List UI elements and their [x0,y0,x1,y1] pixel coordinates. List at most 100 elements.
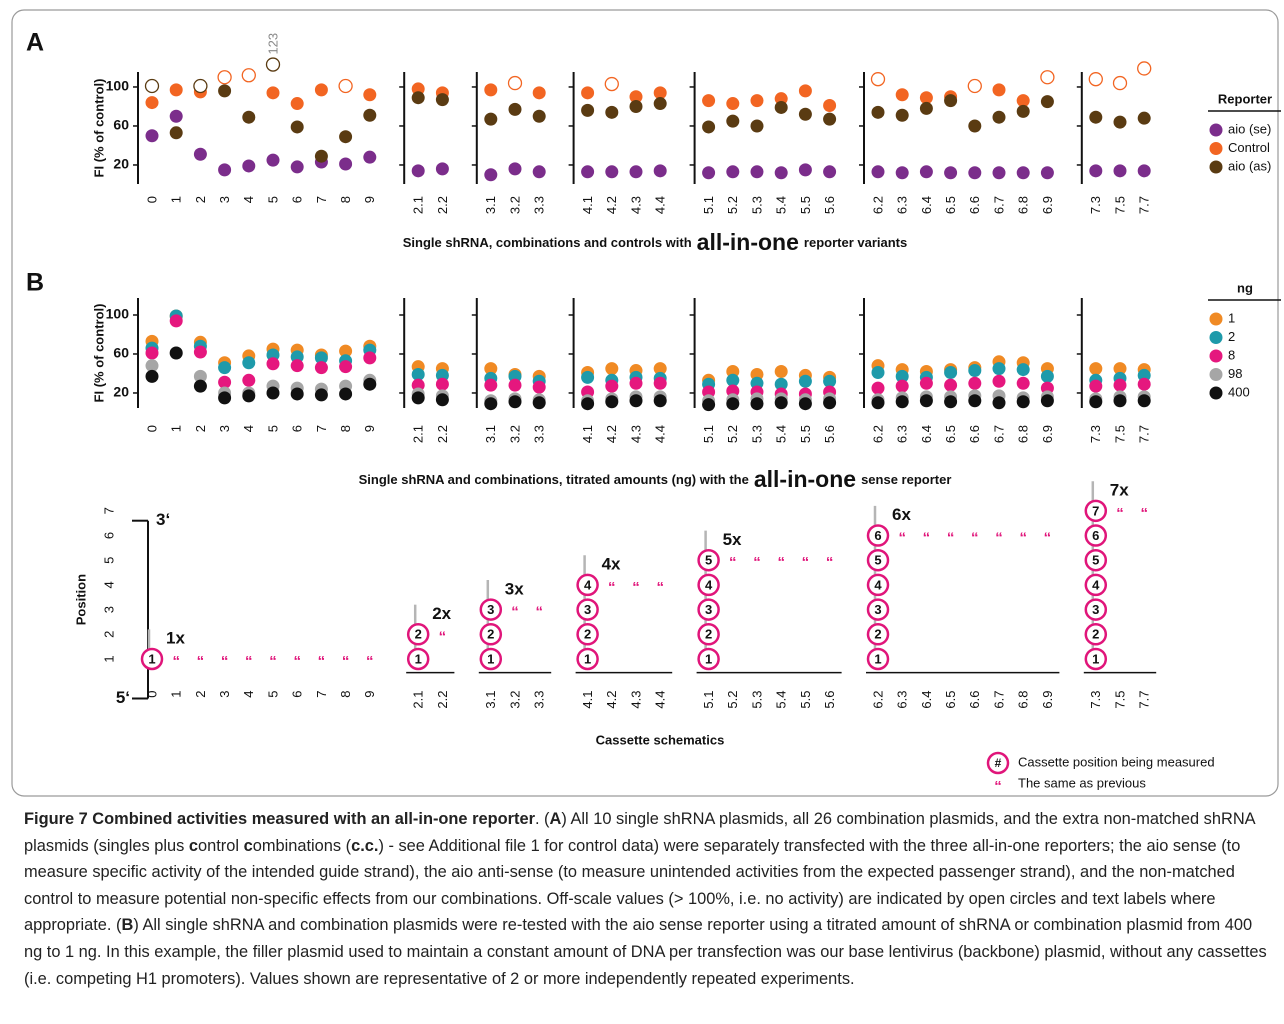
data-point [605,379,619,393]
cassette-circle [697,623,720,646]
x-tick-label: 3.2 [507,691,522,709]
x-tick-label: 0 [144,196,159,203]
x-tick-label: 2.1 [411,691,426,709]
group-label: 6x [892,505,911,524]
x-tick-label: 6.5 [943,425,958,443]
data-point [290,120,304,134]
same-mark: “ [729,554,737,571]
data-point [629,99,643,113]
data-point [823,396,837,410]
cassette-number: 2 [874,627,881,642]
x-tick-label: 6.5 [943,196,958,214]
cassette-number: 4 [1092,577,1100,592]
data-point [604,76,619,92]
legend-label: 1 [1228,310,1235,325]
y-tick-label: 20 [113,156,129,172]
data-point [339,130,353,144]
data-point [919,165,933,179]
data-point [1089,164,1103,178]
cassette-circle [866,524,890,547]
x-tick-label: 4.4 [653,691,668,709]
data-point [266,86,280,100]
x-tick-label: 5.2 [725,425,740,443]
data-point [992,166,1006,180]
legend-title: ng [1237,280,1253,295]
cassette-number: 3 [584,602,591,617]
x-tick-label: 3 [217,425,232,432]
y-tick-label: 4 [101,581,116,588]
legend-marker [1209,349,1223,363]
data-point [218,391,232,405]
data-point [992,110,1006,124]
data-point [702,398,716,412]
x-tick-label: 7.3 [1088,425,1103,443]
data-point [919,394,933,408]
x-tick-label: 4 [241,196,256,203]
x-tick-label: 5 [265,196,280,203]
data-point [798,374,812,388]
data-point [169,346,183,360]
same-mark: “ [947,529,955,546]
data-point [798,397,812,411]
x-tick-label: 2 [193,691,208,698]
legend-marker [1209,160,1223,174]
panel-label: B [26,269,44,297]
legend-circle [986,751,1010,775]
data-point [484,83,498,97]
data-point [944,94,958,108]
data-point [241,68,256,83]
x-tick-label: 7.3 [1088,691,1103,709]
cassette-number: 1 [148,651,155,666]
data-point [629,394,643,408]
data-point [411,391,425,405]
x-tick-label: 2.2 [435,691,450,709]
cassette-number: 6 [1092,528,1099,543]
caption-text: Figure 7 Combined activities measured wi… [24,810,535,828]
data-point [532,109,546,123]
data-point [484,378,498,392]
cassette-circle [576,573,599,597]
same-mark: “ [293,653,301,670]
x-tick-label: 6.4 [919,691,934,709]
data-point [1016,363,1030,377]
x-tick-label: 4.2 [604,425,619,443]
data-point [1113,378,1127,392]
data-point [871,105,885,119]
data-point [193,345,207,359]
same-mark: “ [342,653,350,670]
data-point [629,90,643,104]
data-point [144,78,160,94]
legend-marker [1209,331,1223,344]
data-point [363,351,377,365]
y-tick-label: 5 [101,557,116,564]
cassette-circle [1084,499,1108,523]
legend-symbol: # [995,756,1002,770]
x-axis-label-part: Single shRNA and combinations, titrated … [359,472,749,487]
data-point [484,168,498,182]
data-point [653,394,667,408]
x-axis-label: Single shRNA, combinations and controls … [403,229,907,255]
cassette-circle [1084,623,1108,646]
data-point [605,362,619,376]
data-point [1040,95,1054,109]
x-tick-label: 1 [169,196,184,203]
x-tick-label: 6.6 [967,425,982,443]
data-point [339,157,353,171]
x-axis-label: Single shRNA and combinations, titrated … [359,466,952,492]
data-point [1112,75,1128,91]
data-point [508,395,522,409]
x-tick-label: 2.2 [435,196,450,214]
x-tick-label: 5.3 [749,691,764,709]
x-tick-label: 7.7 [1137,196,1152,214]
same-mark: “ [656,579,664,596]
data-point [1089,379,1103,393]
cassette-circle [1084,524,1108,547]
x-tick-label: 5.4 [774,425,789,443]
same-mark: “ [995,529,1003,546]
data-point [750,165,764,179]
data-point [581,397,595,411]
data-point [363,150,377,164]
x-tick-label: 8 [338,425,353,432]
